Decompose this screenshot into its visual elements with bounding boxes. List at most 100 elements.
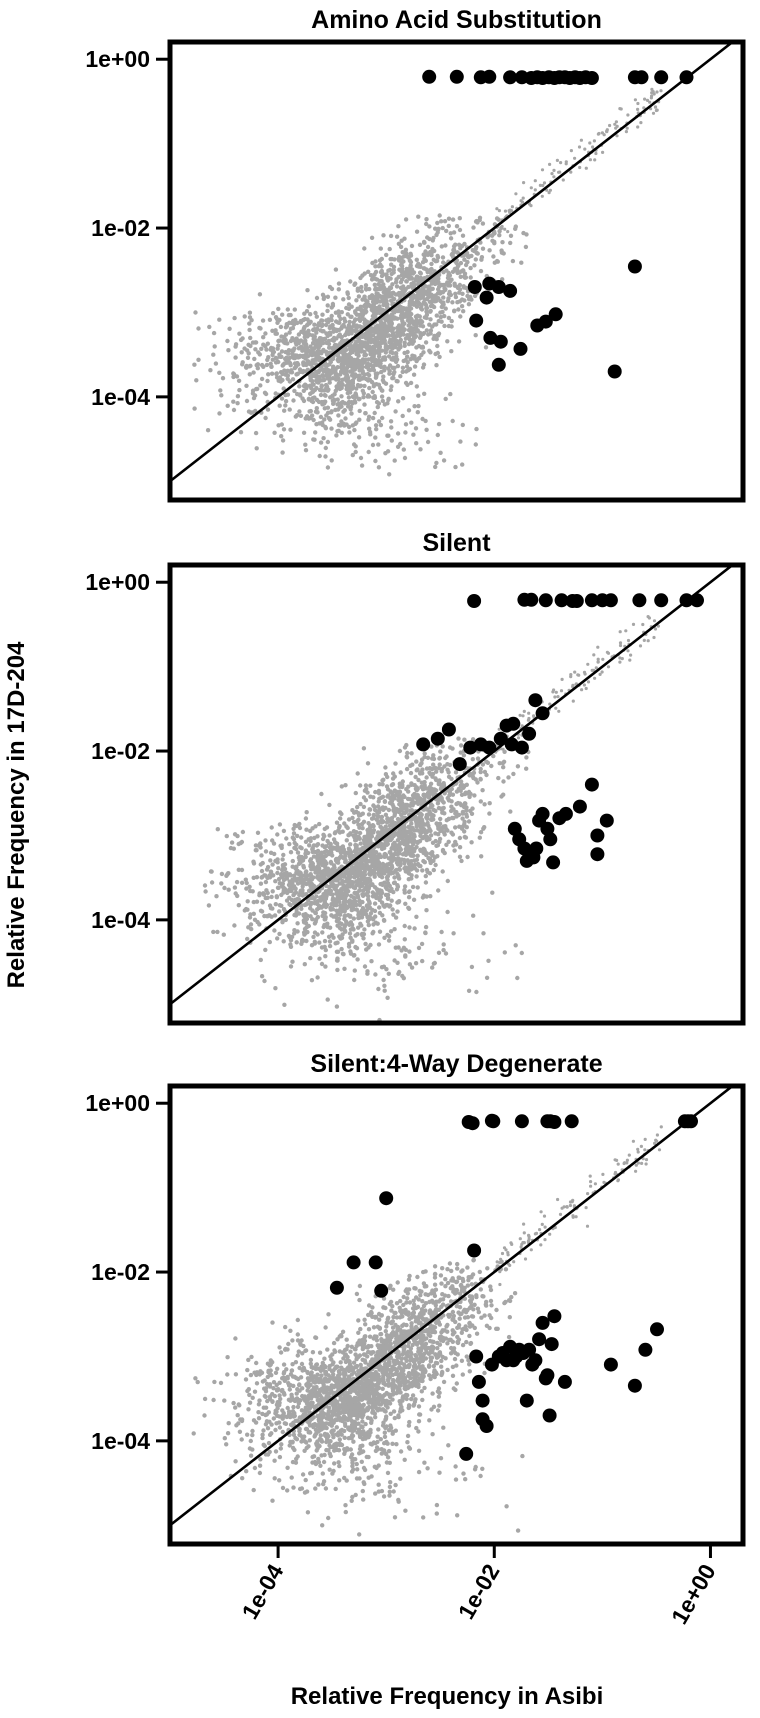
cloud-point bbox=[418, 833, 423, 838]
cloud-point bbox=[431, 961, 437, 966]
cloud-point bbox=[333, 372, 338, 377]
cloud-point bbox=[355, 771, 360, 776]
cloud-point bbox=[484, 975, 490, 980]
cloud-point bbox=[416, 801, 421, 806]
cloud-point bbox=[395, 431, 401, 436]
cloud-point bbox=[437, 762, 442, 767]
cloud-point bbox=[298, 888, 303, 893]
cloud-point bbox=[258, 957, 263, 963]
cloud-point bbox=[352, 346, 357, 351]
cloud-point bbox=[425, 834, 430, 840]
cloud-point bbox=[626, 113, 630, 117]
cloud-point bbox=[314, 422, 319, 427]
cloud-point bbox=[263, 331, 268, 336]
cloud-point bbox=[372, 807, 378, 813]
cloud-point bbox=[313, 870, 318, 875]
cloud-point bbox=[382, 845, 387, 851]
cloud-point bbox=[435, 854, 440, 859]
cloud-point bbox=[487, 801, 492, 806]
cloud-point bbox=[427, 766, 433, 771]
cloud-point bbox=[246, 351, 251, 356]
cloud-point bbox=[240, 360, 245, 365]
cloud-point bbox=[386, 268, 391, 273]
cloud-point bbox=[569, 170, 573, 174]
cloud-point bbox=[383, 824, 388, 829]
cloud-point bbox=[343, 360, 348, 366]
highlighted-point bbox=[422, 69, 437, 84]
cloud-point bbox=[213, 361, 219, 366]
cloud-point bbox=[327, 939, 333, 944]
cloud-point bbox=[370, 907, 375, 912]
cloud-point bbox=[339, 394, 344, 399]
cloud-point bbox=[422, 751, 427, 756]
cloud-point bbox=[458, 260, 464, 266]
cloud-point bbox=[367, 295, 373, 301]
highlighted-point bbox=[634, 70, 649, 85]
cloud-point bbox=[482, 802, 487, 807]
cloud-point bbox=[415, 885, 420, 890]
cloud-point bbox=[281, 863, 286, 868]
cloud-point bbox=[397, 748, 403, 754]
cloud-point bbox=[497, 233, 502, 238]
cloud-point bbox=[327, 372, 332, 378]
cloud-point bbox=[385, 995, 390, 1000]
cloud-point bbox=[481, 931, 486, 936]
cloud-point bbox=[424, 217, 429, 222]
cloud-point bbox=[497, 761, 502, 766]
cloud-point bbox=[473, 777, 478, 782]
cloud-point bbox=[591, 145, 595, 149]
cloud-point bbox=[406, 408, 412, 413]
cloud-point bbox=[424, 306, 429, 311]
cloud-point bbox=[513, 226, 518, 231]
cloud-point bbox=[461, 309, 466, 314]
cloud-point bbox=[382, 852, 387, 857]
cloud-point bbox=[392, 851, 397, 857]
cloud-point bbox=[244, 398, 250, 404]
cloud-point bbox=[371, 795, 376, 800]
cloud-point bbox=[442, 313, 447, 319]
cloud-point bbox=[449, 324, 454, 329]
cloud-point bbox=[300, 396, 305, 401]
cloud-point bbox=[451, 230, 457, 235]
cloud-point bbox=[350, 452, 355, 458]
cloud-point bbox=[248, 363, 253, 368]
cloud-point bbox=[412, 816, 417, 821]
cloud-point bbox=[400, 413, 405, 419]
cloud-point bbox=[311, 360, 316, 366]
cloud-point bbox=[437, 839, 442, 845]
cloud-point bbox=[443, 243, 448, 248]
cloud-point bbox=[383, 765, 388, 770]
cloud-point bbox=[371, 815, 376, 821]
cloud-point bbox=[318, 392, 324, 398]
cloud-point bbox=[523, 244, 529, 250]
cloud-point bbox=[414, 874, 419, 879]
cloud-point bbox=[560, 677, 564, 682]
cloud-point bbox=[335, 397, 340, 402]
cloud-point bbox=[317, 940, 322, 945]
cloud-point bbox=[465, 854, 470, 860]
cloud-point bbox=[633, 98, 638, 102]
cloud-point bbox=[423, 930, 428, 935]
cloud-point bbox=[636, 107, 640, 111]
cloud-point bbox=[460, 809, 466, 815]
cloud-point bbox=[357, 830, 363, 836]
cloud-point bbox=[357, 318, 363, 323]
cloud-point bbox=[598, 672, 602, 677]
cloud-point bbox=[418, 323, 423, 328]
cloud-point bbox=[461, 268, 466, 273]
cloud-point bbox=[592, 653, 596, 657]
cloud-point bbox=[371, 916, 376, 921]
cloud-point bbox=[338, 893, 344, 899]
cloud-point bbox=[346, 395, 352, 400]
cloud-point bbox=[342, 924, 347, 930]
cloud-point bbox=[415, 767, 420, 772]
cloud-point bbox=[279, 349, 285, 354]
cloud-point bbox=[422, 253, 427, 258]
cloud-point bbox=[426, 793, 432, 799]
cloud-point bbox=[398, 770, 403, 775]
cloud-point bbox=[371, 382, 377, 387]
cloud-point bbox=[372, 282, 377, 287]
cloud-point bbox=[315, 853, 321, 858]
cloud-point bbox=[436, 766, 441, 771]
cloud-point bbox=[496, 775, 501, 781]
